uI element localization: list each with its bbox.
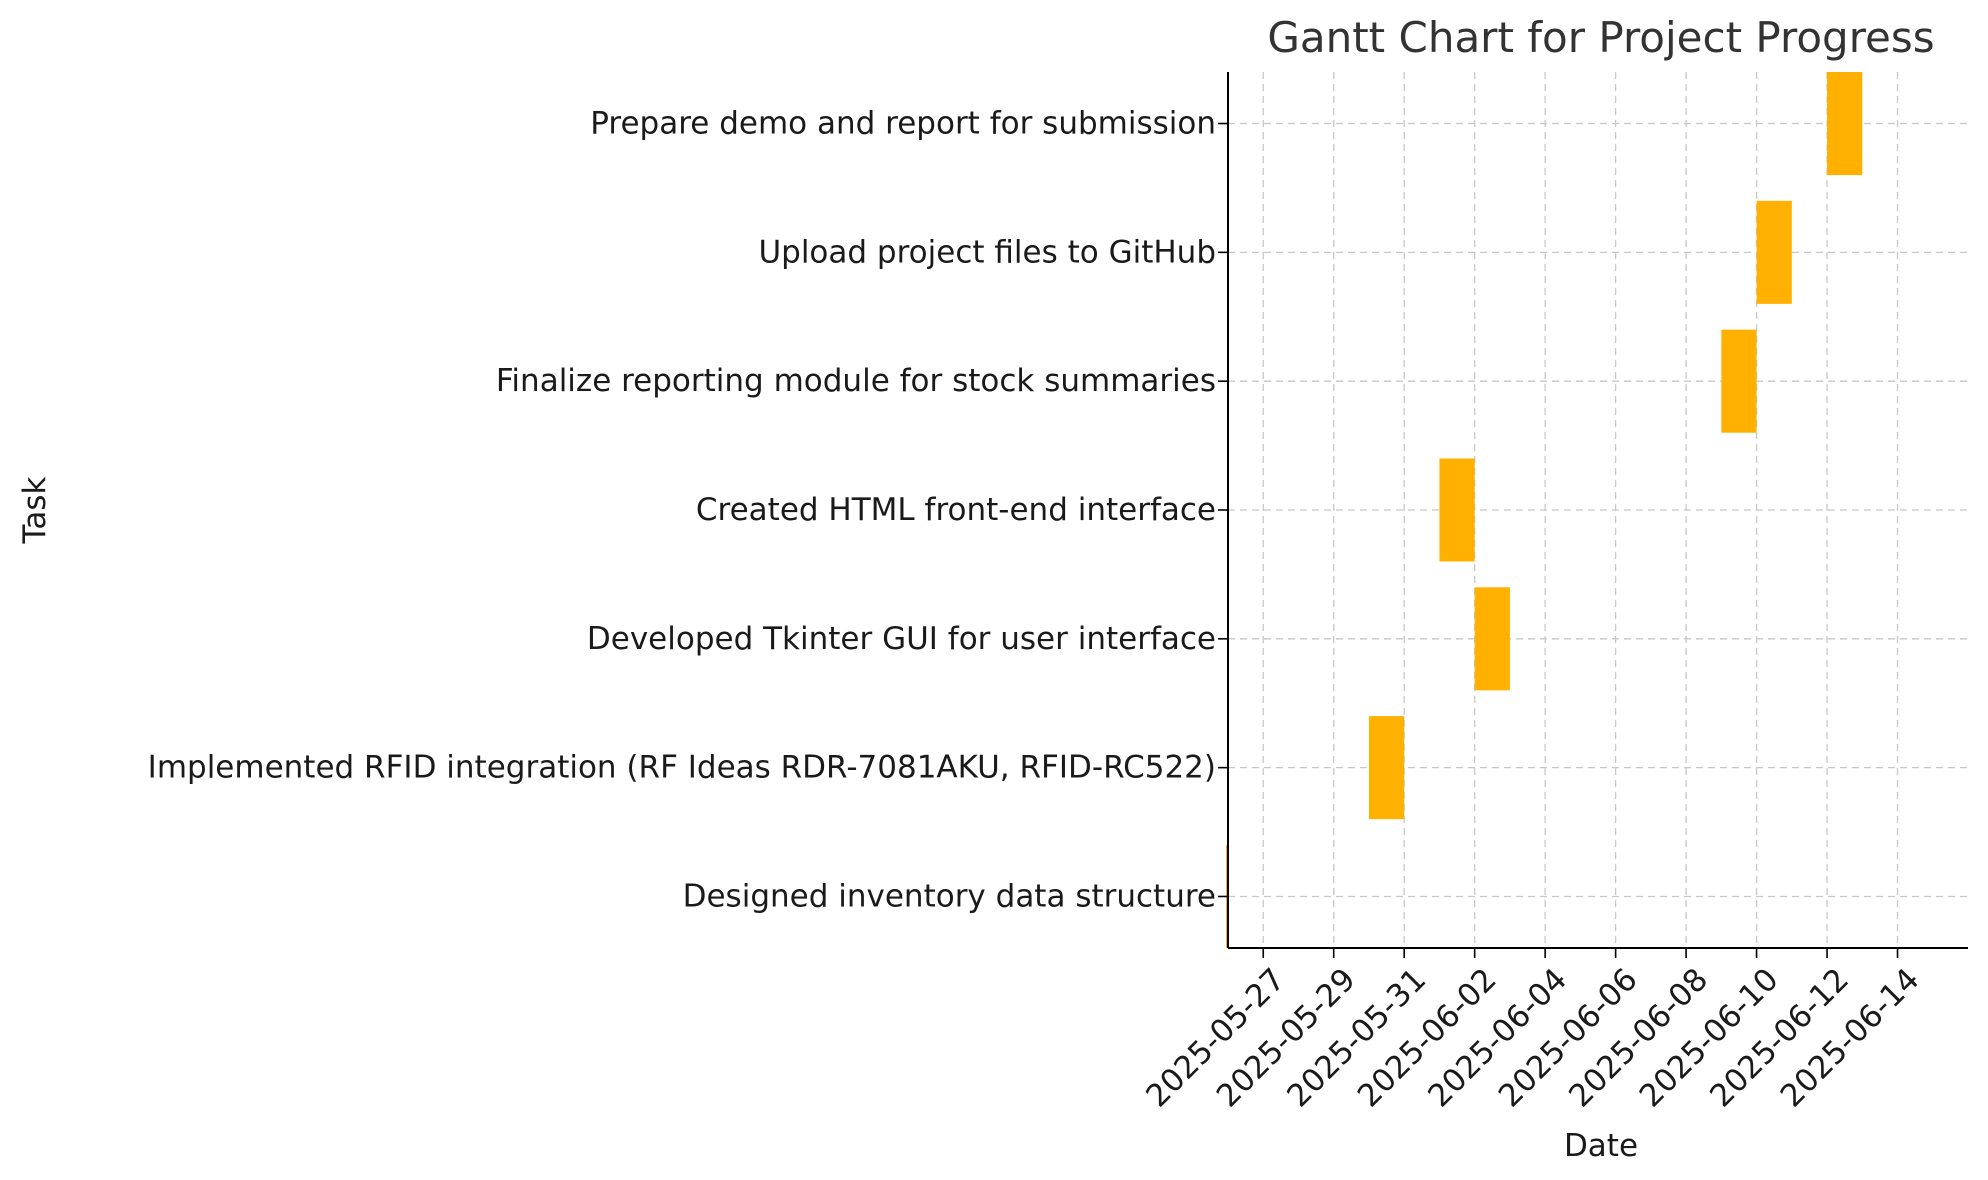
- grid-lines: [1228, 72, 1968, 948]
- chart-title: Gantt Chart for Project Progress: [1267, 13, 1934, 62]
- task-label: Developed Tkinter GUI for user interface: [587, 621, 1216, 657]
- task-bar: [1474, 587, 1510, 691]
- x-axis-label: Date: [1564, 1128, 1638, 1164]
- y-axis-label: Task: [17, 477, 53, 545]
- task-label: Finalize reporting module for stock summ…: [496, 363, 1216, 399]
- task-label: Upload project files to GitHub: [758, 234, 1216, 270]
- task-label: Designed inventory data structure: [683, 878, 1216, 914]
- task-label: Implemented RFID integration (RF Ideas R…: [148, 750, 1216, 786]
- task-bar: [1756, 200, 1792, 304]
- task-label: Created HTML front-end interface: [696, 492, 1216, 528]
- task-bar: [1368, 716, 1405, 820]
- task-bar: [1721, 329, 1757, 433]
- task-bar: [1827, 72, 1863, 176]
- x-axis-date-labels: 2025-05-272025-05-292025-05-312025-06-02…: [1139, 962, 1926, 1115]
- axes: [1218, 72, 1968, 958]
- y-axis-task-labels: Designed inventory data structure Impleme…: [148, 106, 1216, 915]
- task-bar: [1439, 458, 1475, 562]
- task-bars: [1226, 72, 1863, 948]
- task-label: Prepare demo and report for submission: [590, 106, 1216, 142]
